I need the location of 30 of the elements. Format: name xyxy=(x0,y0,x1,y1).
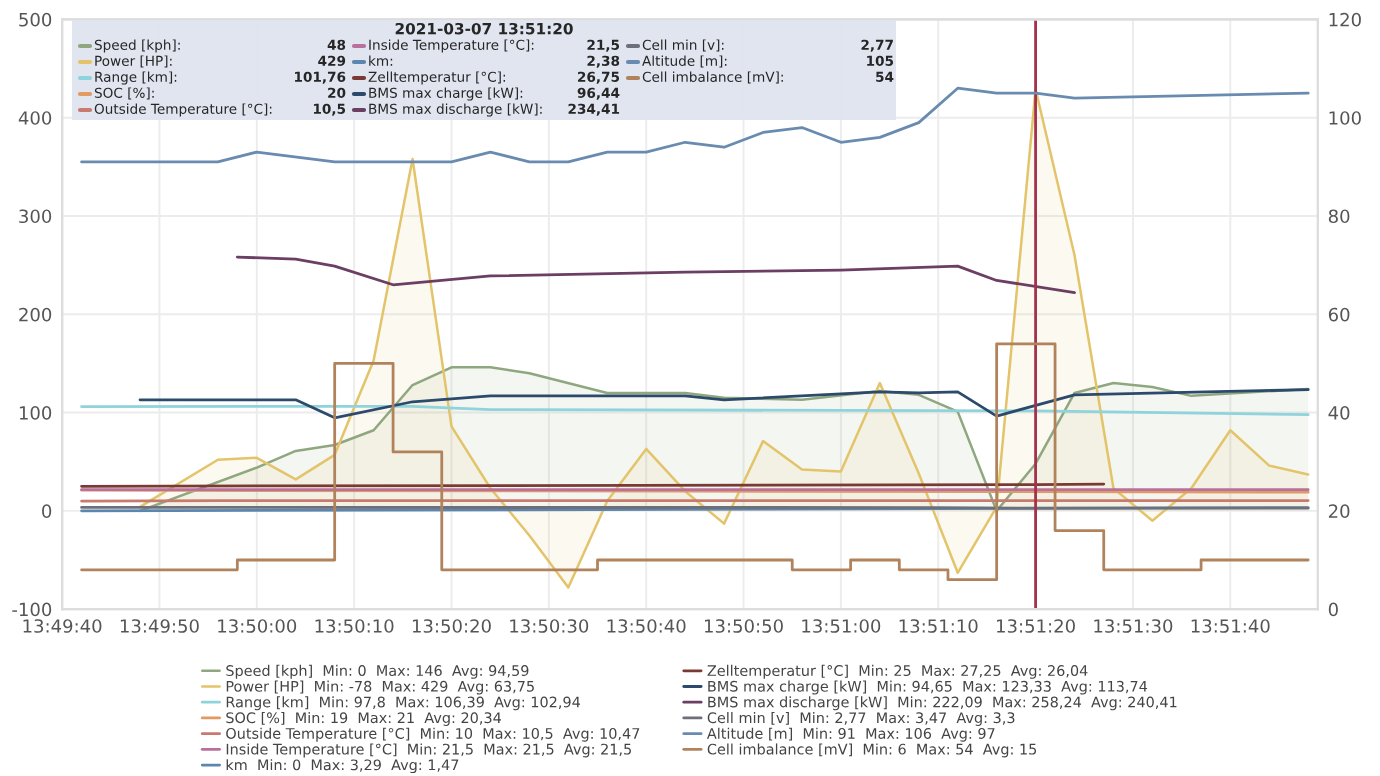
x-tick-label: 13:51:30 xyxy=(1094,619,1173,633)
x-tick-label: 13:51:40 xyxy=(1191,619,1270,633)
y2-tick-label: 80 xyxy=(1328,209,1350,224)
x-tick-label: 13:51:00 xyxy=(802,619,881,633)
y-tick-label: 400 xyxy=(18,111,52,125)
y-tick-label: 0 xyxy=(42,504,52,518)
y-tick-label: 300 xyxy=(19,209,52,224)
x-tick-label: 13:50:30 xyxy=(510,619,589,633)
y2-tick-label: 0 xyxy=(1328,602,1338,617)
x-tick-label: 13:50:10 xyxy=(315,619,394,633)
y2-tick-label: 20 xyxy=(1328,504,1350,518)
x-tick-label: 13:50:40 xyxy=(607,619,686,633)
y2-tick-label: 40 xyxy=(1328,406,1350,420)
y-tick-label: -100 xyxy=(12,602,52,617)
x-tick-label: 13:51:10 xyxy=(899,619,978,633)
line-series xyxy=(235,255,1076,294)
y2-tick-label: 60 xyxy=(1328,307,1350,322)
line-series xyxy=(80,86,1310,164)
y-tick-label: 200 xyxy=(19,307,52,322)
x-tick-label: 13:51:20 xyxy=(997,619,1075,633)
x-tick-label: 13:50:20 xyxy=(412,619,491,633)
x-tick-label: 13:50:00 xyxy=(218,619,297,633)
x-tick-label: 13:50:50 xyxy=(704,619,783,633)
line-series xyxy=(138,388,1310,420)
y-tick-label: 100 xyxy=(19,406,52,420)
x-tick-label: 13:49:50 xyxy=(120,619,199,633)
y2-tick-label: 120 xyxy=(1329,12,1361,27)
y-tick-label: 500 xyxy=(19,12,52,27)
y2-tick-label: 100 xyxy=(1329,111,1361,125)
x-tick-label: 13:49:40 xyxy=(23,619,102,633)
